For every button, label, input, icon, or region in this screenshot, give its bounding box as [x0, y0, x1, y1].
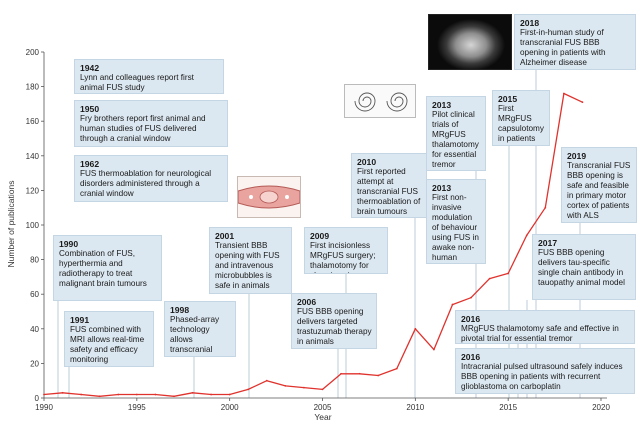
- annotation-text: FUS combined with MRI allows real-time s…: [70, 325, 145, 364]
- annotation-year: 2013: [432, 100, 452, 110]
- spiral-pattern-icon: [354, 92, 408, 112]
- annotation-2009: 2009 First incisionless MRgFUS surgery; …: [304, 227, 388, 274]
- annotation-2016-tremor: 2016 MRgFUS thalamotomy safe and effecti…: [455, 310, 635, 344]
- annotation-2016-glioblastoma: 2016 Intracranial pulsed ultrasound safe…: [455, 348, 635, 394]
- annotation-year: 2001: [215, 231, 235, 241]
- annotation-2015: 2015 First MRgFUS capsulotomy in patient…: [492, 90, 550, 146]
- annotation-year: 2010: [357, 157, 377, 167]
- annotation-year: 2017: [538, 238, 558, 248]
- annotation-year: 1942: [80, 63, 100, 73]
- annotation-year: 2018: [520, 18, 540, 28]
- annotation-1991: 1991 FUS combined with MRI allows real-t…: [64, 311, 154, 367]
- annotation-1998: 1998 Phased-array technology allows tran…: [164, 301, 236, 357]
- x-tick-label: 2005: [314, 403, 332, 412]
- annotation-text: Pilot clinical trials of MRgFUS thalamot…: [432, 110, 479, 169]
- annotation-year: 2009: [310, 231, 330, 241]
- y-tick-label: 80: [30, 256, 39, 265]
- annotation-text: First-in-human study of transcranial FUS…: [520, 28, 606, 67]
- annotation-2013-tremor: 2013 Pilot clinical trials of MRgFUS tha…: [426, 96, 486, 171]
- y-tick-label: 200: [26, 48, 40, 57]
- annotation-2006: 2006 FUS BBB opening delivers targeted t…: [291, 293, 377, 349]
- y-tick-label: 120: [26, 186, 40, 195]
- y-tick-label: 20: [30, 359, 39, 368]
- y-tick-label: 0: [35, 394, 40, 403]
- y-axis-title: Number of publications: [6, 181, 16, 268]
- annotation-year: 2016: [461, 314, 481, 324]
- y-tick-label: 140: [26, 152, 40, 161]
- x-tick-label: 2020: [592, 403, 610, 412]
- annotation-2010: 2010 First reported attempt at transcran…: [351, 153, 427, 218]
- x-axis-title: Year: [314, 412, 331, 422]
- mri-brain-scan-image: [428, 14, 512, 70]
- annotation-text: Phased-array technology allows transcran…: [170, 315, 220, 356]
- y-tick-label: 100: [26, 221, 40, 230]
- annotation-year: 2006: [297, 297, 317, 307]
- y-tick-label: 180: [26, 83, 40, 92]
- y-tick-label: 40: [30, 325, 39, 334]
- annotation-text: Combination of FUS, hyperthermia and rad…: [59, 249, 147, 288]
- x-tick-label: 2015: [499, 403, 517, 412]
- annotation-text: Transient BBB opening with FUS and intra…: [215, 241, 280, 290]
- neuron-activity-image: [344, 84, 416, 118]
- annotation-2013-primates: 2013 First non-invasive modulation of be…: [426, 179, 486, 264]
- annotation-2001: 2001 Transient BBB opening with FUS and …: [209, 227, 292, 294]
- x-tick-label: 1995: [128, 403, 146, 412]
- annotation-text: FUS BBB opening delivers targeted trastu…: [297, 307, 372, 346]
- annotation-2018: 2018 First-in-human study of transcrania…: [514, 14, 636, 70]
- annotation-year: 2016: [461, 352, 481, 362]
- annotation-text: Fry brothers report first animal and hum…: [80, 114, 206, 143]
- x-tick-label: 2000: [221, 403, 239, 412]
- annotation-text: First MRgFUS capsulotomy in patients wit…: [498, 104, 544, 145]
- annotation-2019: 2019 Transcranial FUS BBB opening is saf…: [561, 147, 637, 223]
- annotation-year: 1962: [80, 159, 100, 169]
- chart-axes: 0 20 40 60 80 100 120 140 160 180 200 1990 1995 2000 2…: [26, 48, 611, 412]
- annotation-text: First non-invasive modulation of behavio…: [432, 193, 479, 262]
- annotation-year: 1991: [70, 315, 90, 325]
- annotation-text: Lynn and colleagues report first animal …: [80, 73, 194, 92]
- annotation-year: 1990: [59, 239, 79, 249]
- x-tick-label: 2010: [406, 403, 424, 412]
- annotation-text: MRgFUS thalamotomy safe and effective in…: [461, 324, 619, 343]
- annotation-text: Transcranial FUS BBB opening is safe and…: [567, 161, 631, 220]
- annotation-year: 1998: [170, 305, 190, 315]
- annotation-1942: 1942 Lynn and colleagues report first an…: [74, 59, 224, 94]
- x-tick-label: 1990: [35, 403, 53, 412]
- vessel-icon: [237, 185, 301, 209]
- y-tick-label: 60: [30, 290, 39, 299]
- annotation-year: 2019: [567, 151, 587, 161]
- annotation-year: 2013: [432, 183, 452, 193]
- annotation-text: First reported attempt at transcranial F…: [357, 167, 421, 216]
- annotation-text: FUS thermoablation for neurological diso…: [80, 169, 212, 198]
- annotation-year: 2015: [498, 94, 518, 104]
- annotation-year: 1950: [80, 104, 100, 114]
- annotation-2017: 2017 FUS BBB opening delivers tau-specif…: [532, 234, 636, 300]
- annotation-1990: 1990 Combination of FUS, hyperthermia an…: [53, 235, 162, 301]
- annotation-text: Intracranial pulsed ultrasound safely in…: [461, 362, 623, 391]
- annotation-1962: 1962 FUS thermoablation for neurological…: [74, 155, 228, 202]
- annotation-text: First incisionless MRgFUS surgery; thala…: [310, 241, 376, 273]
- annotation-1950: 1950 Fry brothers report first animal an…: [74, 100, 228, 147]
- y-tick-label: 160: [26, 117, 40, 126]
- annotation-text: FUS BBB opening delivers tau-specific si…: [538, 248, 625, 287]
- series-line-publications: [43, 92, 583, 397]
- microbubble-vessel-image: [237, 176, 301, 218]
